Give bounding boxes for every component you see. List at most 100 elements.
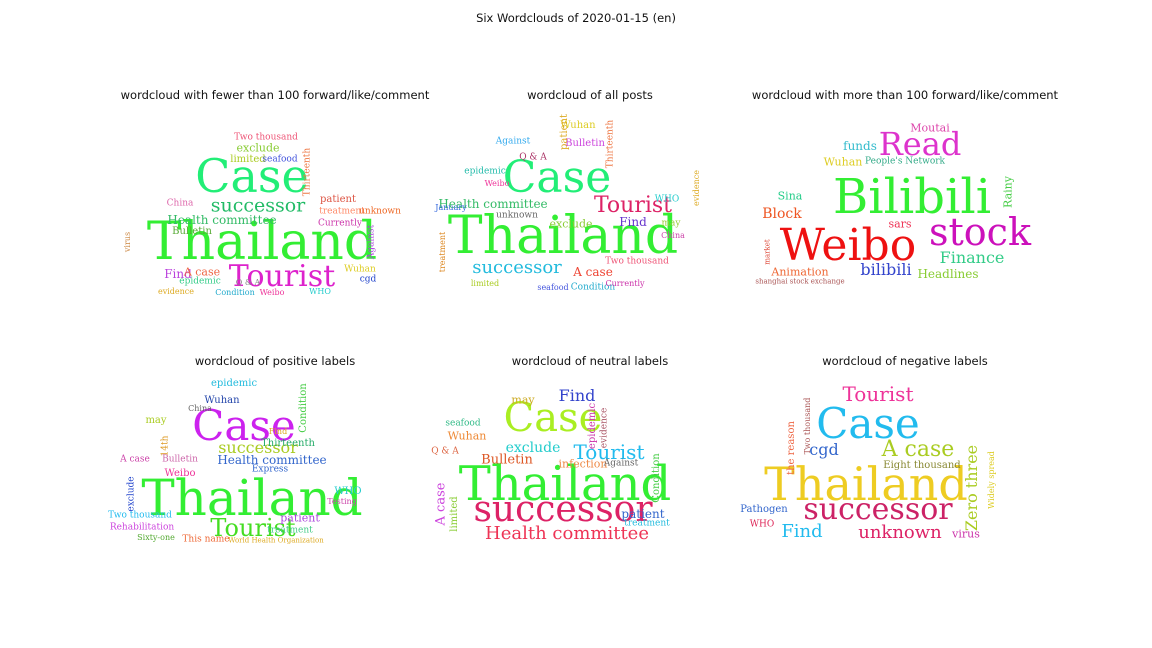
panel-title: wordcloud of negative labels: [822, 354, 988, 368]
cloud-word: Health committee: [438, 197, 548, 211]
cloud-word: successor: [473, 489, 653, 530]
cloud-word: treatment: [319, 206, 365, 217]
cloud-word: Two thousand: [234, 132, 298, 143]
cloud-word: may: [145, 415, 167, 426]
cloud-word: seafood: [262, 154, 298, 165]
cloud-word: Condition: [651, 453, 662, 503]
wordcloud-panel-positive: wordcloud of positive labels Thailand Cas…: [108, 354, 440, 554]
cloud-word: treatment: [624, 518, 670, 529]
cloud-word: Sina: [777, 189, 803, 203]
cloud-word: Sixty-one: [137, 533, 175, 542]
cloud-word: Two thousand: [803, 397, 812, 455]
cloud-word: Health committee: [217, 453, 327, 467]
cloud-word: evidence: [599, 407, 610, 449]
cloud-word: WHO: [654, 194, 680, 205]
cloud-word: Find: [619, 215, 647, 229]
cloud-word: cgd: [359, 274, 377, 285]
cloud-word: A case: [573, 265, 613, 279]
cloud-word: Case: [503, 395, 603, 441]
cloud-word: successor: [218, 438, 298, 457]
wordcloud-panel-high-engagement: wordcloud with more than 100 forward/lik…: [740, 88, 1070, 288]
cloud-word: Tourist: [593, 193, 673, 218]
cloud-word: Widely spread: [987, 451, 996, 509]
cloud-word: January: [435, 203, 467, 212]
cloud-word: sars: [888, 217, 912, 231]
cloud-word: Bulletin: [481, 452, 533, 468]
cloud-word: Tourist: [210, 514, 296, 542]
wordcloud: Thailand Case Tourist successor Health commi…: [108, 354, 440, 554]
cloud-word: Find: [781, 521, 823, 542]
cloud-word: Weibo: [484, 179, 510, 188]
cloud-word: Case: [192, 401, 296, 450]
wordcloud: Thailand Case Tourist successor Health commi…: [110, 88, 440, 297]
cloud-word: World Health Organization: [228, 536, 324, 545]
cloud-word: infection: [558, 457, 608, 471]
cloud-word: seafood: [537, 283, 569, 292]
cloud-word: Animation: [771, 265, 829, 279]
cloud-word: successor: [803, 492, 953, 527]
cloud-word: A case: [183, 265, 221, 279]
cloud-word: Testing: [327, 497, 357, 506]
wordcloud-panel-negative: wordcloud of negative labels Thailand Cas…: [740, 354, 1070, 554]
cloud-word: Case: [816, 399, 920, 448]
wordcloud: Thailand Case successor Tourist A case unknow…: [740, 354, 1070, 554]
cloud-word: Condition: [215, 288, 255, 297]
cloud-word: Thirteenth: [261, 438, 315, 449]
cloud-word: China: [166, 198, 194, 209]
cloud-word: cgd: [809, 440, 839, 459]
cloud-word: bilibili: [860, 260, 912, 279]
panel-title: wordcloud of positive labels: [194, 354, 356, 368]
wordcloud: Thailand successor Case Health committee Tou…: [425, 354, 755, 554]
cloud-word: Wuhan: [823, 155, 863, 169]
cloud-word: evidence: [157, 287, 195, 296]
cloud-word: Moutai: [910, 121, 950, 135]
cloud-word: Thailand: [764, 457, 968, 511]
wordcloud: Bilibili Weibo stock Read Finance bilibili Hea…: [740, 88, 1070, 288]
cloud-word: epidemic: [210, 378, 258, 389]
cloud-word: Wuhan: [560, 120, 596, 131]
cloud-word: Thailand: [141, 469, 363, 527]
cloud-word: Tourist: [573, 440, 645, 464]
cloud-word: Find: [268, 427, 288, 436]
cloud-word: Health committee: [167, 213, 277, 227]
cloud-word: Tourist: [228, 259, 336, 294]
cloud-word: WHO: [749, 519, 775, 530]
cloud-word: Case: [502, 152, 612, 203]
cloud-word: unknown: [496, 210, 538, 221]
cloud-word: Weibo: [259, 288, 285, 297]
cloud-word: Finance: [939, 248, 1005, 267]
cloud-word: exclude: [505, 440, 561, 456]
cloud-word: China: [661, 231, 685, 240]
cloud-word: successor: [210, 194, 306, 217]
wordcloud-panel-neutral: wordcloud of neutral labels Thailand succ…: [425, 354, 755, 554]
cloud-word: the reason: [786, 421, 797, 475]
cloud-word: A case: [433, 482, 449, 526]
cloud-word: epidemic: [179, 276, 221, 287]
cloud-word: A case: [120, 454, 150, 465]
cloud-word: Bulletin: [162, 454, 198, 465]
cloud-word: Weibo: [164, 468, 196, 479]
cloud-word: WHO: [309, 287, 331, 296]
cloud-word: patient: [559, 114, 570, 150]
cloud-word: Wuhan: [344, 264, 376, 275]
cloud-word: Headlines: [917, 267, 979, 281]
cloud-word: unknown: [858, 522, 942, 543]
cloud-word: Wuhan: [447, 429, 487, 443]
cloud-word: Thirteenth: [605, 119, 616, 169]
cloud-word: shanghai stock exchange: [755, 277, 845, 286]
cloud-word: Against: [495, 136, 531, 147]
cloud-word: treatment: [438, 231, 447, 273]
cloud-word: Against: [366, 224, 377, 260]
cloud-word: Find: [164, 267, 192, 281]
cloud-word: virus: [123, 231, 132, 253]
cloud-word: Read: [878, 125, 962, 163]
cloud-word: Two thousand: [108, 510, 172, 521]
cloud-word: Find: [558, 386, 596, 405]
cloud-word: Bulletin: [172, 226, 212, 237]
cloud-word: exclude: [126, 476, 137, 512]
panel-title: wordcloud with more than 100 forward/lik…: [751, 88, 1059, 102]
cloud-word: may: [511, 393, 535, 407]
cloud-word: Wuhan: [204, 395, 240, 406]
cloud-word: patient: [621, 507, 665, 521]
cloud-word: Bulletin: [565, 138, 605, 149]
